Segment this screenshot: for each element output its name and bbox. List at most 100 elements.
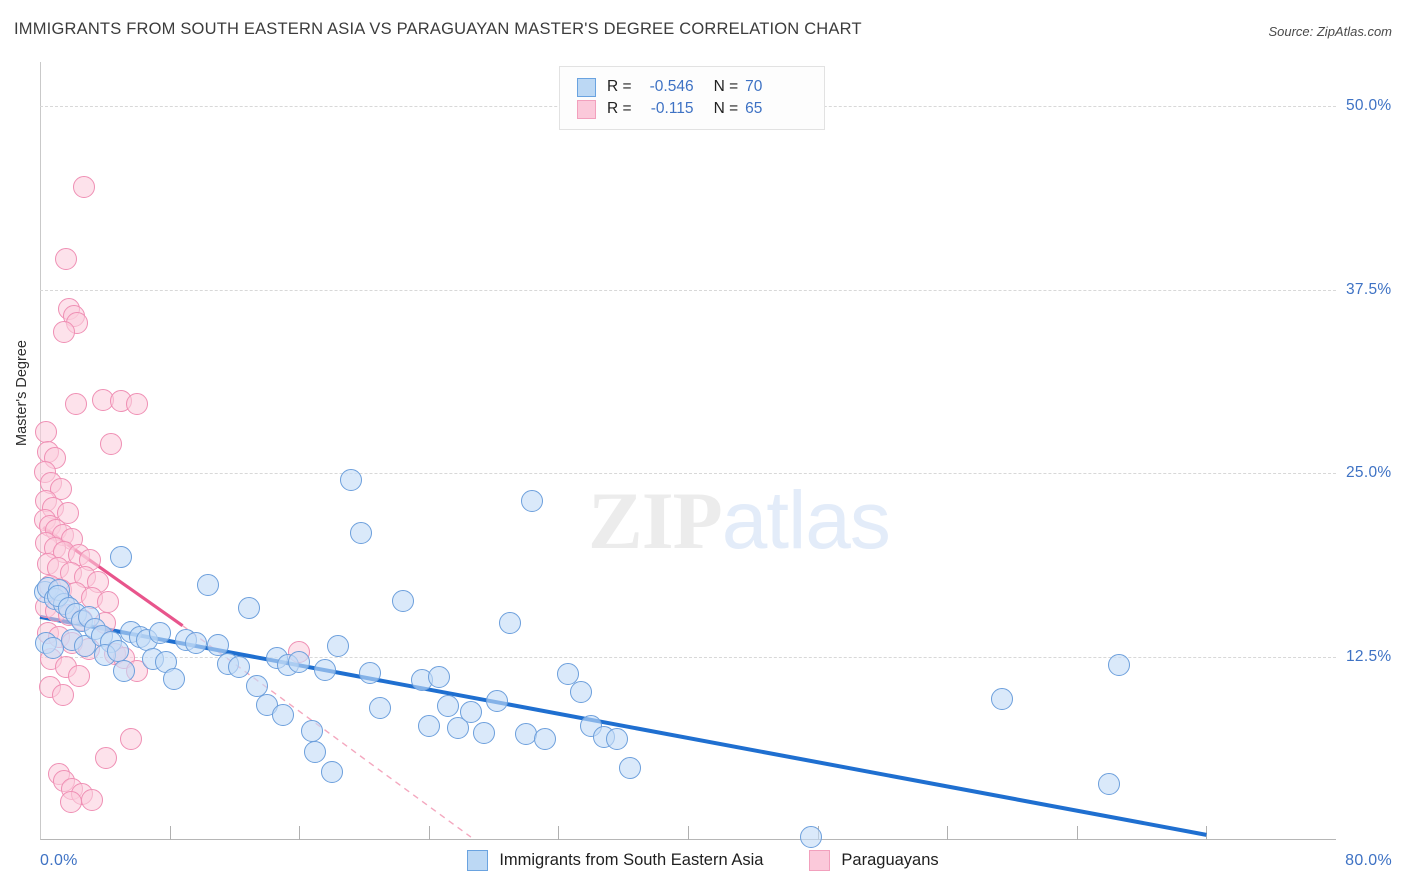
r-value: -0.115 [650, 100, 694, 117]
data-point-immigrants[interactable] [228, 655, 251, 678]
data-point-immigrants[interactable] [369, 696, 392, 719]
data-point-paraguayans[interactable] [72, 175, 95, 198]
data-point-immigrants[interactable] [427, 666, 450, 689]
data-point-immigrants[interactable] [459, 701, 482, 724]
stats-legend-row: R = -0.115 N = 65 [577, 99, 824, 119]
series-legend-item[interactable]: Paraguayans [809, 850, 939, 871]
series-legend-label: Paraguayans [841, 851, 939, 869]
r-value: -0.546 [649, 78, 694, 95]
n-label: N = [713, 78, 739, 95]
data-point-immigrants[interactable] [391, 589, 414, 612]
x-axis-tick [1206, 826, 1208, 840]
x-axis-tick [428, 826, 430, 840]
x-axis-max-label: 80.0% [1345, 852, 1392, 869]
data-point-paraguayans[interactable] [67, 664, 90, 687]
data-point-paraguayans[interactable] [59, 790, 82, 813]
data-point-immigrants[interactable] [1098, 773, 1121, 796]
data-point-immigrants[interactable] [320, 761, 343, 784]
source-attribution: Source: ZipAtlas.com [1268, 24, 1392, 39]
data-point-immigrants[interactable] [184, 632, 207, 655]
data-point-immigrants[interactable] [237, 597, 260, 620]
data-point-paraguayans[interactable] [53, 321, 76, 344]
x-axis-tick [558, 826, 560, 840]
data-point-immigrants[interactable] [327, 635, 350, 658]
gridline [40, 289, 1336, 291]
series-legend-label: Immigrants from South Eastern Asia [499, 851, 764, 869]
y-axis-tick-label: 12.5% [1346, 647, 1392, 665]
data-point-immigrants[interactable] [521, 489, 544, 512]
data-point-paraguayans[interactable] [54, 247, 77, 270]
data-point-paraguayans[interactable] [95, 746, 118, 769]
data-point-immigrants[interactable] [349, 522, 372, 545]
data-point-immigrants[interactable] [618, 757, 641, 780]
data-point-paraguayans[interactable] [100, 432, 123, 455]
data-point-immigrants[interactable] [498, 611, 521, 634]
data-point-immigrants[interactable] [272, 704, 294, 727]
series-legend: Immigrants from South Eastern Asia Paragu… [0, 850, 1406, 871]
data-point-immigrants[interactable] [472, 721, 495, 744]
x-axis-tick [169, 826, 171, 840]
y-axis-tick-label: 25.0% [1346, 464, 1392, 482]
gridline [40, 656, 1336, 658]
data-point-immigrants[interactable] [605, 727, 628, 750]
y-axis-tick-label: 50.0% [1346, 97, 1392, 115]
data-point-paraguayans[interactable] [126, 393, 149, 416]
data-point-immigrants[interactable] [340, 469, 363, 492]
gridline [40, 473, 1336, 475]
stats-legend-row: R = -0.546 N = 70 [577, 77, 824, 97]
data-point-immigrants[interactable] [534, 727, 557, 750]
n-value: 65 [745, 100, 763, 117]
data-point-immigrants[interactable] [800, 826, 823, 849]
data-point-paraguayans[interactable] [80, 789, 103, 812]
data-point-paraguayans[interactable] [51, 683, 74, 706]
page-title: IMMIGRANTS FROM SOUTH EASTERN ASIA VS PA… [14, 20, 862, 38]
data-point-immigrants[interactable] [148, 622, 171, 645]
data-point-immigrants[interactable] [304, 740, 327, 763]
trendlines [39, 526, 1207, 838]
data-point-immigrants[interactable] [515, 723, 537, 746]
scatter-plot-area: ZIPatlas 50.0% 37.5% 25.0% 12.5% [33, 62, 1391, 849]
pink-series-swatch-icon [809, 850, 831, 871]
series-legend-item[interactable]: Immigrants from South Eastern Asia [467, 850, 763, 871]
y-axis-tick-label: 37.5% [1346, 280, 1392, 298]
data-point-immigrants[interactable] [359, 661, 382, 684]
data-point-immigrants[interactable] [485, 689, 508, 712]
data-point-paraguayans[interactable] [56, 501, 79, 524]
data-point-paraguayans[interactable] [35, 420, 58, 443]
data-point-immigrants[interactable] [1107, 654, 1130, 677]
data-point-paraguayans[interactable] [97, 591, 120, 614]
data-point-immigrants[interactable] [991, 688, 1014, 711]
data-point-paraguayans[interactable] [119, 727, 142, 750]
r-label: R = [607, 100, 632, 117]
x-axis-tick [688, 826, 689, 840]
data-point-immigrants[interactable] [570, 680, 593, 703]
data-point-immigrants[interactable] [110, 545, 132, 568]
data-point-immigrants[interactable] [207, 633, 230, 656]
data-point-immigrants[interactable] [557, 663, 580, 686]
data-point-paraguayans[interactable] [64, 393, 87, 416]
data-point-immigrants[interactable] [113, 660, 136, 683]
data-point-immigrants[interactable] [437, 695, 460, 718]
data-point-immigrants[interactable] [246, 674, 269, 697]
y-axis-title: Master's Degree [14, 340, 30, 446]
data-point-immigrants[interactable] [163, 667, 186, 690]
blue-swatch-icon [577, 77, 596, 97]
pink-swatch-icon [577, 99, 596, 119]
n-value: 70 [745, 78, 763, 95]
x-axis-tick [947, 826, 949, 840]
x-axis-tick [299, 826, 301, 840]
n-label: N = [713, 100, 739, 117]
r-label: R = [607, 78, 632, 95]
x-axis-min-label: 0.0% [40, 852, 78, 869]
x-axis-tick [1076, 826, 1078, 840]
data-point-immigrants[interactable] [197, 573, 220, 596]
data-point-immigrants[interactable] [314, 658, 337, 681]
correlation-stats-legend: R = -0.546 N = 70 R = -0.115 N = 65 [559, 66, 825, 130]
data-point-immigrants[interactable] [446, 717, 469, 740]
data-point-immigrants[interactable] [106, 639, 129, 662]
data-point-immigrants[interactable] [417, 714, 440, 737]
data-point-immigrants[interactable] [301, 720, 324, 743]
data-point-immigrants[interactable] [288, 651, 311, 674]
blue-series-swatch-icon [467, 850, 489, 871]
blue-trendline [39, 614, 1207, 837]
